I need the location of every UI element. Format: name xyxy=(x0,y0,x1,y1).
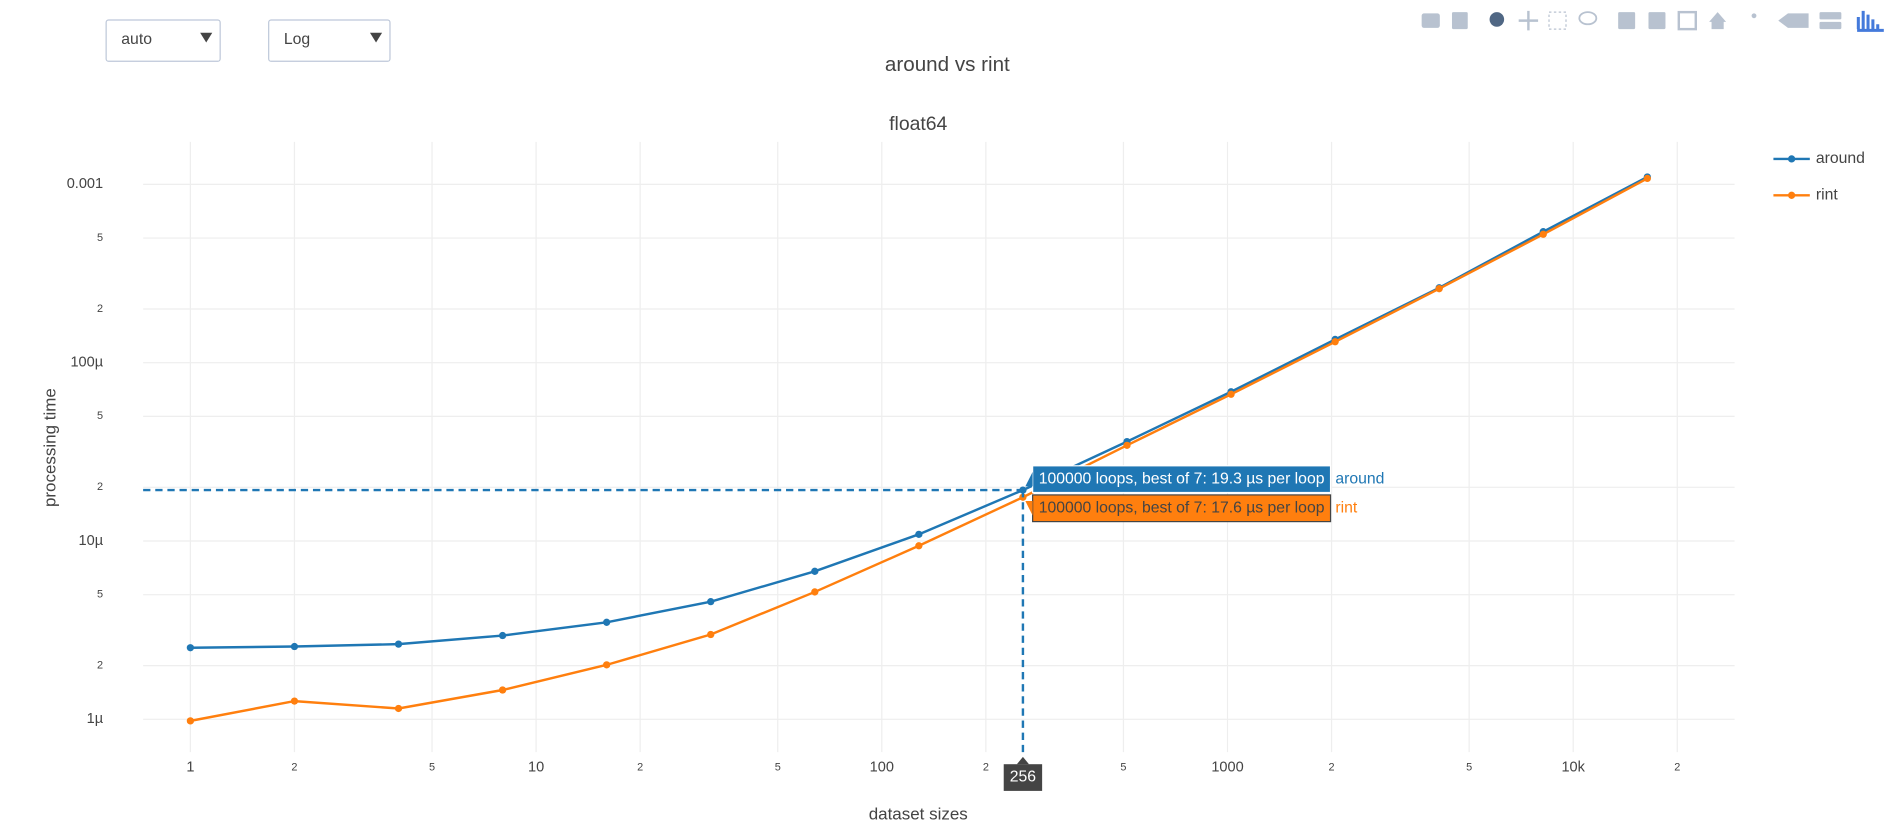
data-point xyxy=(394,640,403,648)
y-tick-label: 5 xyxy=(97,232,103,244)
hover-box xyxy=(1032,465,1332,494)
dropdown-box[interactable] xyxy=(105,19,221,62)
x-hover-label: 256 xyxy=(1003,756,1043,791)
y-tick-label: 1µ xyxy=(87,711,104,727)
data-point xyxy=(1331,338,1339,346)
data-point xyxy=(394,704,403,713)
data-point xyxy=(603,661,611,669)
hover-compare-icon[interactable] xyxy=(1819,12,1842,20)
x-hover-pointer xyxy=(1016,756,1029,765)
x-tick-label: 1000 xyxy=(1211,760,1243,776)
data-point xyxy=(811,567,819,575)
chart-subtitle: float64 xyxy=(889,113,947,135)
dropdown[interactable]: Log xyxy=(268,19,391,62)
legend-label: around xyxy=(1816,150,1865,167)
data-point xyxy=(186,644,195,652)
data-point xyxy=(811,588,819,596)
legend-marker xyxy=(1787,155,1796,163)
hover-pointer xyxy=(1025,500,1033,516)
data-point xyxy=(707,630,715,639)
grid xyxy=(143,141,1735,753)
data-point xyxy=(915,530,923,538)
x-tick-label: 5 xyxy=(429,762,435,774)
dropdown-arrow[interactable] xyxy=(200,32,213,43)
x-tick-label: 10 xyxy=(528,760,544,776)
save-icon[interactable] xyxy=(1451,12,1468,30)
chart-title: around vs rint xyxy=(885,53,1010,76)
spike-icon[interactable] xyxy=(1751,13,1757,19)
y-tick-label: 2 xyxy=(97,303,103,315)
x-tick-label: 2 xyxy=(1329,762,1335,774)
data-point xyxy=(186,717,195,725)
lasso-icon[interactable] xyxy=(1578,11,1598,26)
dropdown-label[interactable]: Log xyxy=(284,31,310,48)
legend-marker xyxy=(1787,191,1796,199)
data-point xyxy=(1227,390,1235,398)
x-tick-label: 1 xyxy=(186,760,194,776)
select-icon[interactable] xyxy=(1548,11,1567,30)
x-tick-label: 10k xyxy=(1561,760,1585,776)
data-point xyxy=(1435,285,1443,293)
y-tick-label: 0.001 xyxy=(67,176,103,192)
hover-pointer xyxy=(1025,471,1033,487)
dropdown[interactable]: auto xyxy=(105,19,221,62)
data-point xyxy=(290,642,299,651)
data-point xyxy=(290,697,299,705)
camera-icon[interactable] xyxy=(1421,13,1440,28)
series-line xyxy=(190,175,1648,649)
hover-compare-icon[interactable] xyxy=(1819,21,1842,30)
y-tick-label: 5 xyxy=(97,589,103,601)
zoom-out-icon[interactable] xyxy=(1648,12,1666,30)
x-tick-label: 2 xyxy=(637,762,643,774)
x-tick-label: 100 xyxy=(870,760,894,776)
x-tick-label: 5 xyxy=(775,762,781,774)
data-point xyxy=(603,618,611,626)
plotly-logo[interactable] xyxy=(1856,10,1884,32)
y-tick-label: 100µ xyxy=(70,355,103,371)
x-tick-label: 2 xyxy=(291,762,297,774)
zoom-in-icon[interactable] xyxy=(1618,12,1636,30)
hover-name: around xyxy=(1335,470,1384,487)
data-point xyxy=(707,598,715,606)
x-hover-box xyxy=(1003,764,1043,791)
series-line xyxy=(190,177,1648,723)
hover-label: 100000 loops, best of 7: 19.3 µs per loo… xyxy=(1025,465,1384,494)
data-point xyxy=(498,631,507,640)
y-tick-label: 2 xyxy=(97,660,103,672)
data-point xyxy=(1539,230,1547,238)
y-tick-label: 10µ xyxy=(79,533,104,549)
hover-name: rint xyxy=(1335,499,1358,516)
x-axis-label: dataset sizes xyxy=(869,805,968,824)
data-point xyxy=(915,542,923,550)
toolbar xyxy=(1421,10,1884,32)
hover-text: 100000 loops, best of 7: 19.3 µs per loo… xyxy=(1039,470,1325,487)
dropdown-arrow[interactable] xyxy=(369,32,383,43)
zoom-icon[interactable] xyxy=(1489,12,1505,27)
x-hover-text: 256 xyxy=(1010,769,1037,786)
x-tick-label: 2 xyxy=(983,762,989,774)
home-icon[interactable] xyxy=(1709,12,1727,30)
y-tick-label: 5 xyxy=(97,410,103,422)
y-axis-label: processing time xyxy=(40,388,59,507)
dropdown-label[interactable]: auto xyxy=(121,31,152,48)
y-tick-label: 2 xyxy=(97,481,103,493)
x-tick-label: 5 xyxy=(1466,762,1472,774)
hover-box xyxy=(1032,494,1332,523)
hover-closest-icon[interactable] xyxy=(1778,13,1809,28)
data-point xyxy=(1643,174,1651,183)
hover-text: 100000 loops, best of 7: 17.6 µs per loo… xyxy=(1039,499,1325,516)
data-point xyxy=(1123,441,1131,449)
x-tick-label: 5 xyxy=(1120,762,1126,774)
autoscale-icon[interactable] xyxy=(1677,10,1698,31)
dropdown-box[interactable] xyxy=(268,19,391,62)
legend-label: rint xyxy=(1816,186,1839,203)
pan-icon[interactable] xyxy=(1518,10,1539,31)
data-point xyxy=(498,686,507,694)
hover-label: 100000 loops, best of 7: 17.6 µs per loo… xyxy=(1025,494,1358,523)
x-tick-label: 2 xyxy=(1674,762,1680,774)
